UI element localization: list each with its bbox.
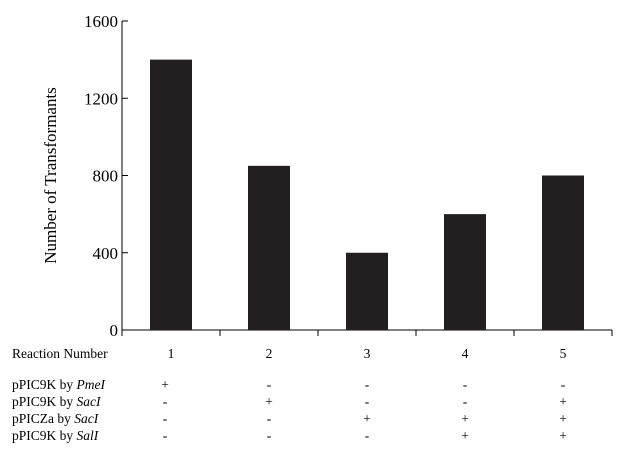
row-label-prefix: pPICZa by: [12, 411, 74, 426]
bar-reaction-5: [542, 175, 584, 330]
reaction-sign: +: [559, 394, 567, 409]
reaction-sign: +: [559, 411, 567, 426]
y-tick-label: 400: [93, 244, 119, 263]
reaction-sign: -: [163, 411, 168, 426]
reaction-row-label: pPICZa by SacI: [12, 411, 100, 426]
reaction-number: 4: [462, 346, 469, 361]
reaction-sign: -: [463, 377, 468, 392]
bar-reaction-1: [150, 59, 192, 330]
reaction-number: 2: [266, 346, 273, 361]
reaction-sign: -: [365, 428, 370, 443]
bar-reaction-2: [248, 165, 290, 330]
reaction-sign: +: [461, 411, 469, 426]
row-label-enzyme: PmeI: [76, 377, 107, 392]
row-label-prefix: pPIC9K by: [12, 377, 77, 392]
y-tick-label: 1600: [84, 12, 118, 31]
reaction-sign: -: [267, 428, 272, 443]
y-tick-label: 1200: [84, 89, 118, 108]
reaction-table: Reaction Number 1 2 3 4 5 pPIC9K by PmeI + - - - - p…: [12, 346, 567, 443]
reaction-sign: -: [561, 377, 566, 392]
bar-reaction-4: [444, 214, 486, 330]
reaction-sign: +: [363, 411, 371, 426]
row-label-prefix: pPIC9K by: [12, 428, 77, 443]
reaction-row-label: pPIC9K by PmeI: [12, 377, 107, 392]
reaction-sign: -: [163, 394, 168, 409]
row-label-enzyme: SacI: [77, 394, 102, 409]
y-axis: 0 400 800 1200 1600: [84, 12, 128, 340]
row-label-enzyme: SacI: [74, 411, 99, 426]
reaction-number: 3: [364, 346, 371, 361]
reaction-row-label: pPIC9K by SacI: [12, 394, 102, 409]
bar-reaction-3: [346, 252, 388, 330]
reaction-row-label: pPIC9K by SalI: [12, 428, 100, 443]
reaction-sign: -: [365, 377, 370, 392]
y-axis-title: Number of Transformants: [41, 87, 60, 264]
reaction-number: 1: [168, 346, 175, 361]
reaction-number-label: Reaction Number: [12, 346, 108, 361]
reaction-sign: -: [267, 377, 272, 392]
reaction-sign: +: [161, 377, 169, 392]
reaction-sign: -: [163, 428, 168, 443]
reaction-number: 5: [560, 346, 567, 361]
bars: [150, 59, 584, 330]
reaction-sign: +: [265, 394, 273, 409]
reaction-sign: -: [267, 411, 272, 426]
reaction-sign: +: [461, 428, 469, 443]
row-label-prefix: pPIC9K by: [12, 394, 77, 409]
reaction-sign: +: [559, 428, 567, 443]
row-label-enzyme: SalI: [77, 428, 100, 443]
y-tick-label: 800: [93, 167, 119, 186]
y-tick-label: 0: [110, 321, 119, 340]
reaction-sign: -: [365, 394, 370, 409]
reaction-sign: -: [463, 394, 468, 409]
x-axis: [121, 329, 613, 336]
